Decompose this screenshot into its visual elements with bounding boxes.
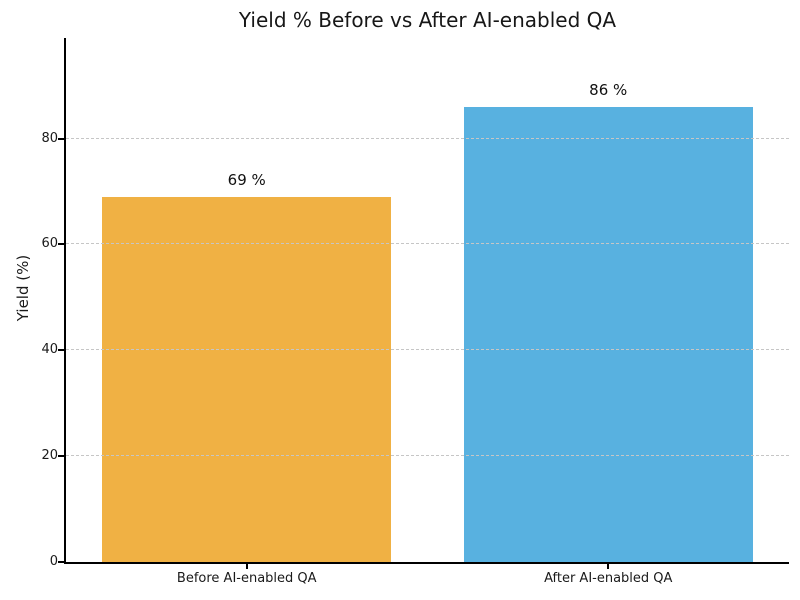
y-tick-label-20: 20 <box>41 448 58 464</box>
y-tick-mark-40 <box>58 349 64 352</box>
x-tick-mark-after-ai-enabled-qa <box>607 564 610 569</box>
bar-value-label-before-ai-enabled-qa: 69 % <box>227 170 266 189</box>
x-tick-label-after-ai-enabled-qa: After AI-enabled QA <box>544 571 673 586</box>
bar-value-label-after-ai-enabled-qa: 86 % <box>589 80 628 99</box>
bar-before-ai-enabled-qa <box>102 196 392 562</box>
plot-area: 69 % 86 % <box>64 38 789 564</box>
y-tick-mark-20 <box>58 455 64 458</box>
x-tick-label-before-ai-enabled-qa: Before AI-enabled QA <box>176 571 317 586</box>
y-tick-label-80: 80 <box>41 130 58 146</box>
y-tick-label-40: 40 <box>41 342 58 358</box>
chart-title: Yield % Before vs After AI-enabled QA <box>238 8 617 32</box>
gridline-y-60 <box>66 243 789 245</box>
y-tick-mark-60 <box>58 243 64 246</box>
bar-after-ai-enabled-qa <box>463 106 753 562</box>
y-tick-mark-80 <box>58 137 64 140</box>
gridline-y-40 <box>66 349 789 351</box>
gridline-y-80 <box>66 137 789 139</box>
y-tick-mark-0 <box>58 561 64 563</box>
x-tick-mark-before-ai-enabled-qa <box>245 564 248 569</box>
y-tick-label-0: 0 <box>49 554 58 569</box>
gridline-y-20 <box>66 455 789 457</box>
y-tick-label-60: 60 <box>41 236 58 252</box>
y-axis-label: Yield (%) <box>14 254 32 322</box>
